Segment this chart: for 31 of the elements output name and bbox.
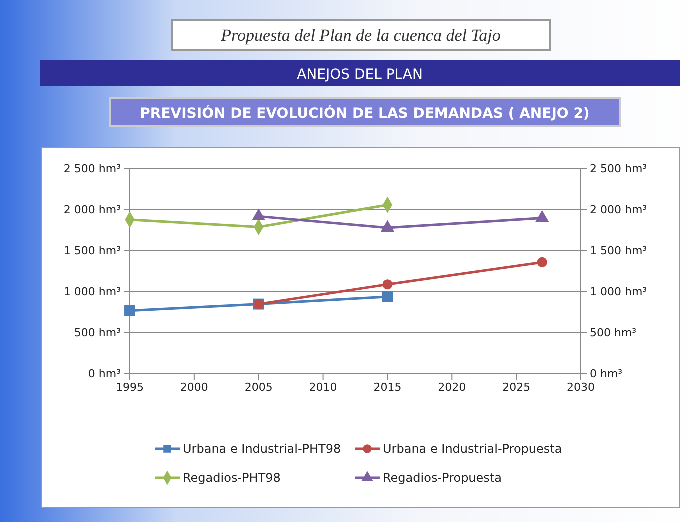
y-tick-label: 1 500 hm³ <box>64 244 121 258</box>
y2-tick-label: 500 hm³ <box>590 326 637 340</box>
x-tick-label: 2025 <box>502 380 531 394</box>
y2-tick-label: 1 500 hm³ <box>590 244 648 258</box>
text: PREVISIÓN DE EVOLUCIÓN DE LAS DEMANDAS ( ANEJO 2) <box>140 105 590 122</box>
y-tick-label: 2 000 hm³ <box>64 204 121 217</box>
x-tick-label: 2030 <box>567 380 595 394</box>
legend-label: Urbana e Industrial-PHT98 <box>183 442 342 456</box>
y-tick-label: 1 000 hm³ <box>64 286 121 299</box>
point <box>124 305 136 316</box>
x-tick-label: 2005 <box>244 380 273 394</box>
x-tick-label: 2015 <box>374 380 402 394</box>
x-tick-label: 1995 <box>116 380 144 394</box>
y-tick-label: 2 500 hm³ <box>64 162 121 176</box>
y-tick-label: 0 hm³ <box>88 368 121 381</box>
point <box>382 280 393 290</box>
y2-tick-label: 2 500 hm³ <box>590 162 648 176</box>
point <box>382 291 394 302</box>
point <box>537 257 548 268</box>
y-tick-label: 500 hm³ <box>74 326 121 340</box>
x-tick-label: 2020 <box>438 380 466 394</box>
y2-tick-label: 1 000 hm³ <box>590 286 648 299</box>
y2-tick-label: 2 000 hm³ <box>590 204 648 217</box>
chart-subtitle: ANEJOS DEL PLAN <box>297 67 423 83</box>
chart-title: Propuesta del Plan de la cuenca del Tajo <box>220 26 501 45</box>
x-tick-label: 2000 <box>180 380 208 394</box>
x-tick-label: 2010 <box>309 380 338 394</box>
legend-label: Regadios-Propuesta <box>383 471 502 485</box>
legend-label: Regadios-PHT98 <box>183 471 281 485</box>
legend-label: Urbana e Industrial-Propuesta <box>383 442 562 456</box>
y2-tick-label: 0 hm³ <box>590 368 623 381</box>
